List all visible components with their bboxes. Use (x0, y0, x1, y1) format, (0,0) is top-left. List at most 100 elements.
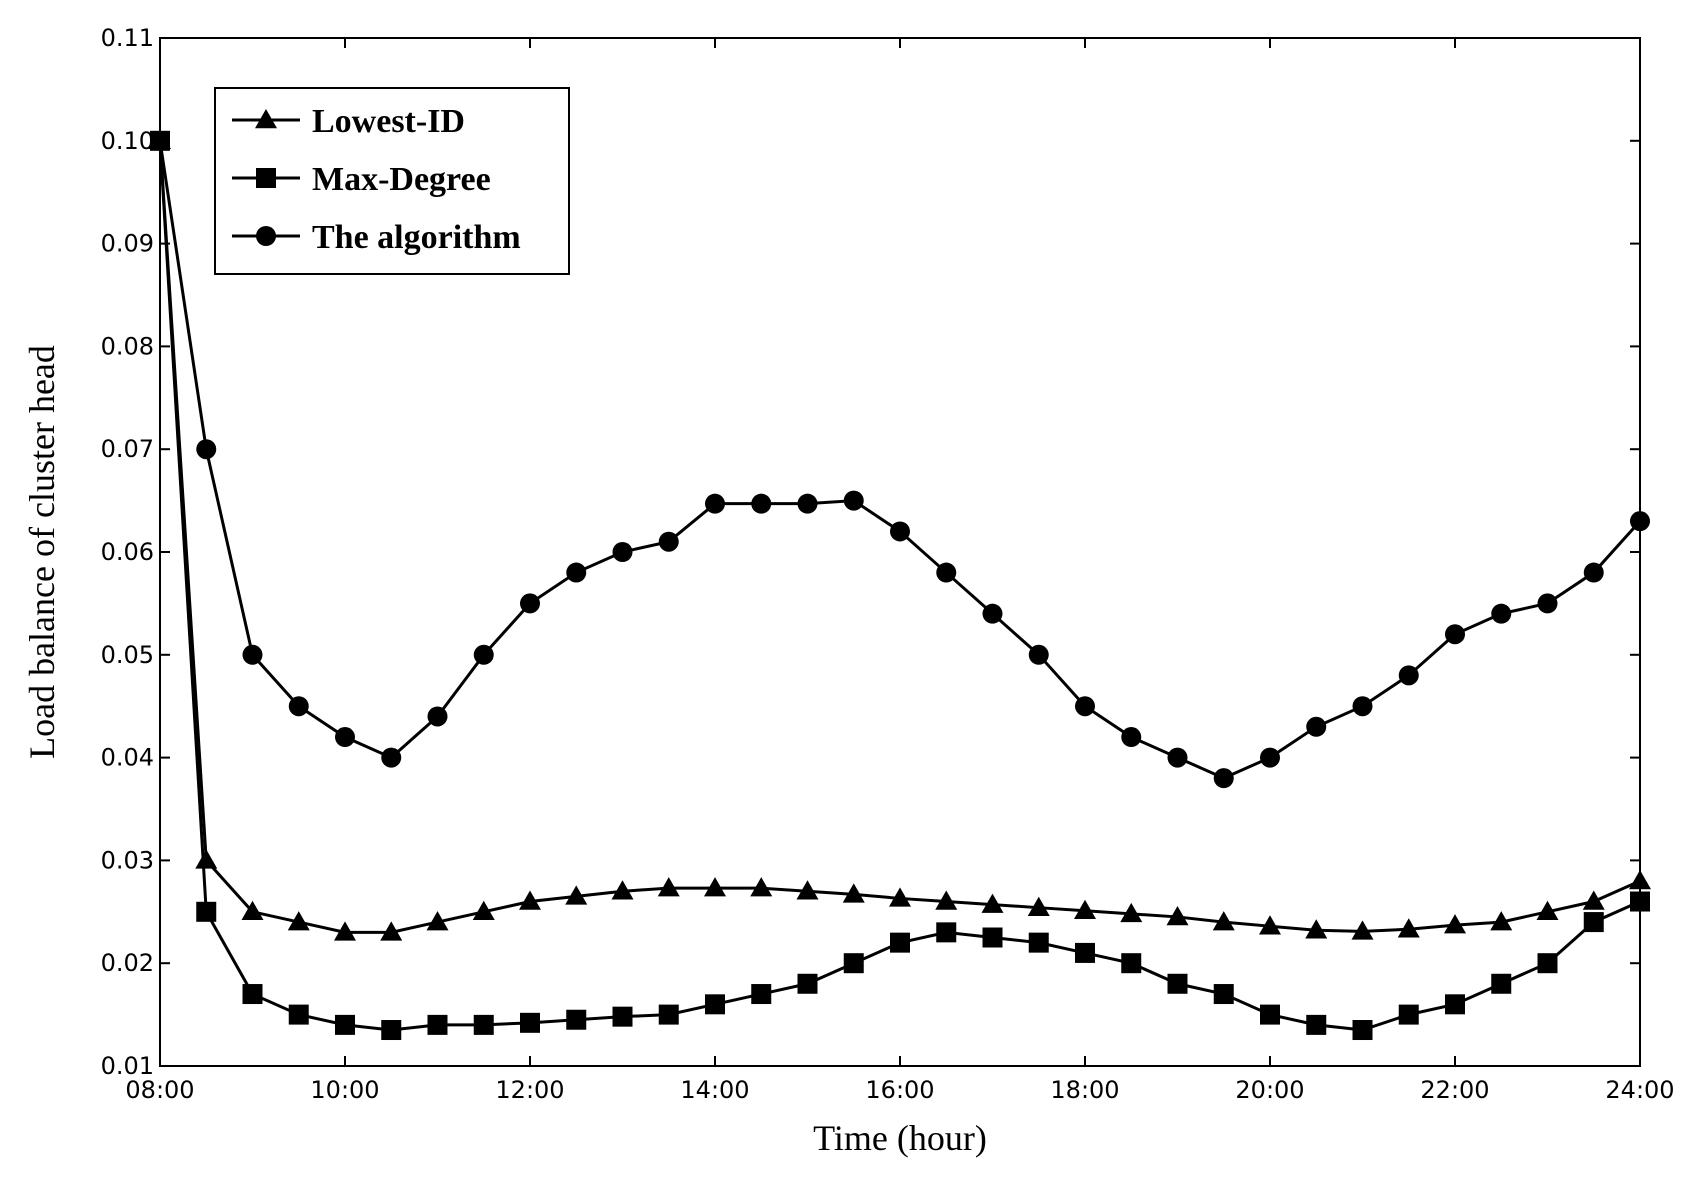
legend-marker-max-degree (256, 168, 276, 188)
data-point-lowest-id (1212, 911, 1235, 931)
data-point-max-degree (1306, 1014, 1327, 1035)
data-point-the-algorithm (797, 493, 818, 514)
data-point-the-algorithm (520, 593, 540, 614)
y-tick-label: 0.08 (101, 332, 154, 360)
y-tick-label: 0.11 (101, 24, 154, 52)
data-point-the-algorithm (982, 603, 1003, 624)
data-point-max-degree (936, 922, 957, 943)
data-point-max-degree (890, 932, 910, 953)
data-point-lowest-id (1629, 869, 1651, 890)
y-axis-label: Load balance of cluster head (22, 345, 62, 759)
x-tick-label: 08:00 (125, 1076, 194, 1104)
data-point-max-degree (1630, 891, 1650, 912)
data-point-lowest-id (472, 900, 495, 921)
data-point-lowest-id (704, 877, 726, 897)
data-point-max-degree (982, 927, 1003, 948)
data-point-the-algorithm (658, 531, 679, 552)
x-tick-label: 22:00 (1420, 1076, 1489, 1104)
data-point-the-algorithm (751, 493, 772, 514)
data-point-the-algorithm (1075, 696, 1095, 717)
data-point-lowest-id (1582, 890, 1605, 910)
data-point-lowest-id (195, 849, 218, 869)
data-point-the-algorithm (473, 644, 494, 665)
data-point-max-degree (1028, 932, 1049, 953)
data-point-max-degree (1121, 953, 1142, 974)
data-point-the-algorithm (427, 706, 448, 727)
series-layer (149, 129, 1651, 1041)
data-point-lowest-id (750, 877, 773, 897)
data-point-lowest-id (1351, 920, 1374, 940)
legend-entries: Lowest-ID Max-Degree The algorithm (232, 103, 521, 256)
y-tick-label: 0.03 (101, 846, 154, 874)
data-point-the-algorithm (196, 439, 217, 460)
data-point-max-degree (335, 1014, 355, 1035)
data-point-the-algorithm (1583, 562, 1604, 583)
data-point-max-degree (612, 1006, 633, 1027)
data-point-max-degree (242, 984, 263, 1005)
data-point-lowest-id (981, 893, 1004, 913)
x-tick-label: 10:00 (310, 1076, 379, 1104)
y-tick-label: 0.02 (101, 949, 154, 977)
data-point-lowest-id (1536, 900, 1559, 921)
data-point-lowest-id (1074, 899, 1096, 920)
data-point-lowest-id (796, 880, 819, 900)
legend-marker-the-algorithm (256, 226, 276, 246)
data-point-the-algorithm (242, 644, 263, 665)
data-point-lowest-id (1305, 919, 1328, 939)
data-point-lowest-id (1397, 918, 1420, 938)
data-point-lowest-id (657, 877, 680, 897)
x-tick-label: 16:00 (865, 1076, 934, 1104)
data-point-lowest-id (426, 911, 449, 931)
data-point-the-algorithm (1260, 747, 1280, 768)
data-point-the-algorithm (150, 130, 170, 151)
legend-label-the-algorithm: The algorithm (312, 219, 521, 256)
data-point-lowest-id (842, 883, 865, 903)
y-tick-label: 0.09 (101, 230, 154, 258)
data-point-lowest-id (1444, 914, 1466, 934)
data-point-the-algorithm (1167, 747, 1188, 768)
x-axis-label: Time (hour) (813, 1118, 987, 1158)
y-tick-label: 0.05 (101, 641, 154, 669)
x-tick-label: 12:00 (495, 1076, 564, 1104)
data-point-lowest-id (1120, 902, 1143, 923)
data-point-max-degree (196, 901, 217, 922)
legend-marker-lowest-id (255, 109, 277, 129)
data-point-max-degree (751, 984, 772, 1005)
data-point-the-algorithm (381, 747, 402, 768)
data-point-max-degree (1213, 984, 1234, 1005)
data-point-the-algorithm (936, 562, 957, 583)
data-point-the-algorithm (1121, 727, 1142, 748)
data-point-max-degree (797, 973, 818, 994)
series-the-algorithm (150, 130, 1650, 789)
data-point-lowest-id (1027, 896, 1050, 916)
y-tick-label: 0.10 (101, 127, 154, 155)
data-point-the-algorithm (705, 493, 725, 514)
data-point-max-degree (1445, 994, 1465, 1015)
data-point-the-algorithm (1537, 593, 1558, 614)
data-point-the-algorithm (288, 696, 309, 717)
data-point-max-degree (427, 1014, 448, 1035)
data-point-max-degree (843, 953, 864, 974)
x-tick-label: 20:00 (1235, 1076, 1304, 1104)
data-point-the-algorithm (1213, 768, 1234, 789)
data-point-max-degree (1537, 953, 1558, 974)
data-point-max-degree (1583, 912, 1604, 933)
y-tick-label: 0.06 (101, 538, 154, 566)
data-point-lowest-id (935, 890, 958, 910)
data-point-lowest-id (1490, 911, 1513, 931)
data-point-lowest-id (1259, 915, 1281, 935)
x-tick-label: 18:00 (1050, 1076, 1119, 1104)
data-point-max-degree (381, 1020, 402, 1041)
data-point-the-algorithm (890, 521, 910, 542)
y-tick-label: 0.01 (101, 1052, 154, 1080)
data-point-lowest-id (241, 900, 264, 921)
data-point-lowest-id (565, 885, 588, 905)
data-point-lowest-id (889, 887, 911, 907)
data-point-max-degree (1491, 973, 1512, 994)
data-point-the-algorithm (566, 562, 587, 583)
data-point-max-degree (705, 994, 725, 1015)
data-point-the-algorithm (843, 490, 864, 511)
data-point-max-degree (288, 1004, 309, 1025)
data-point-lowest-id (1166, 905, 1189, 926)
